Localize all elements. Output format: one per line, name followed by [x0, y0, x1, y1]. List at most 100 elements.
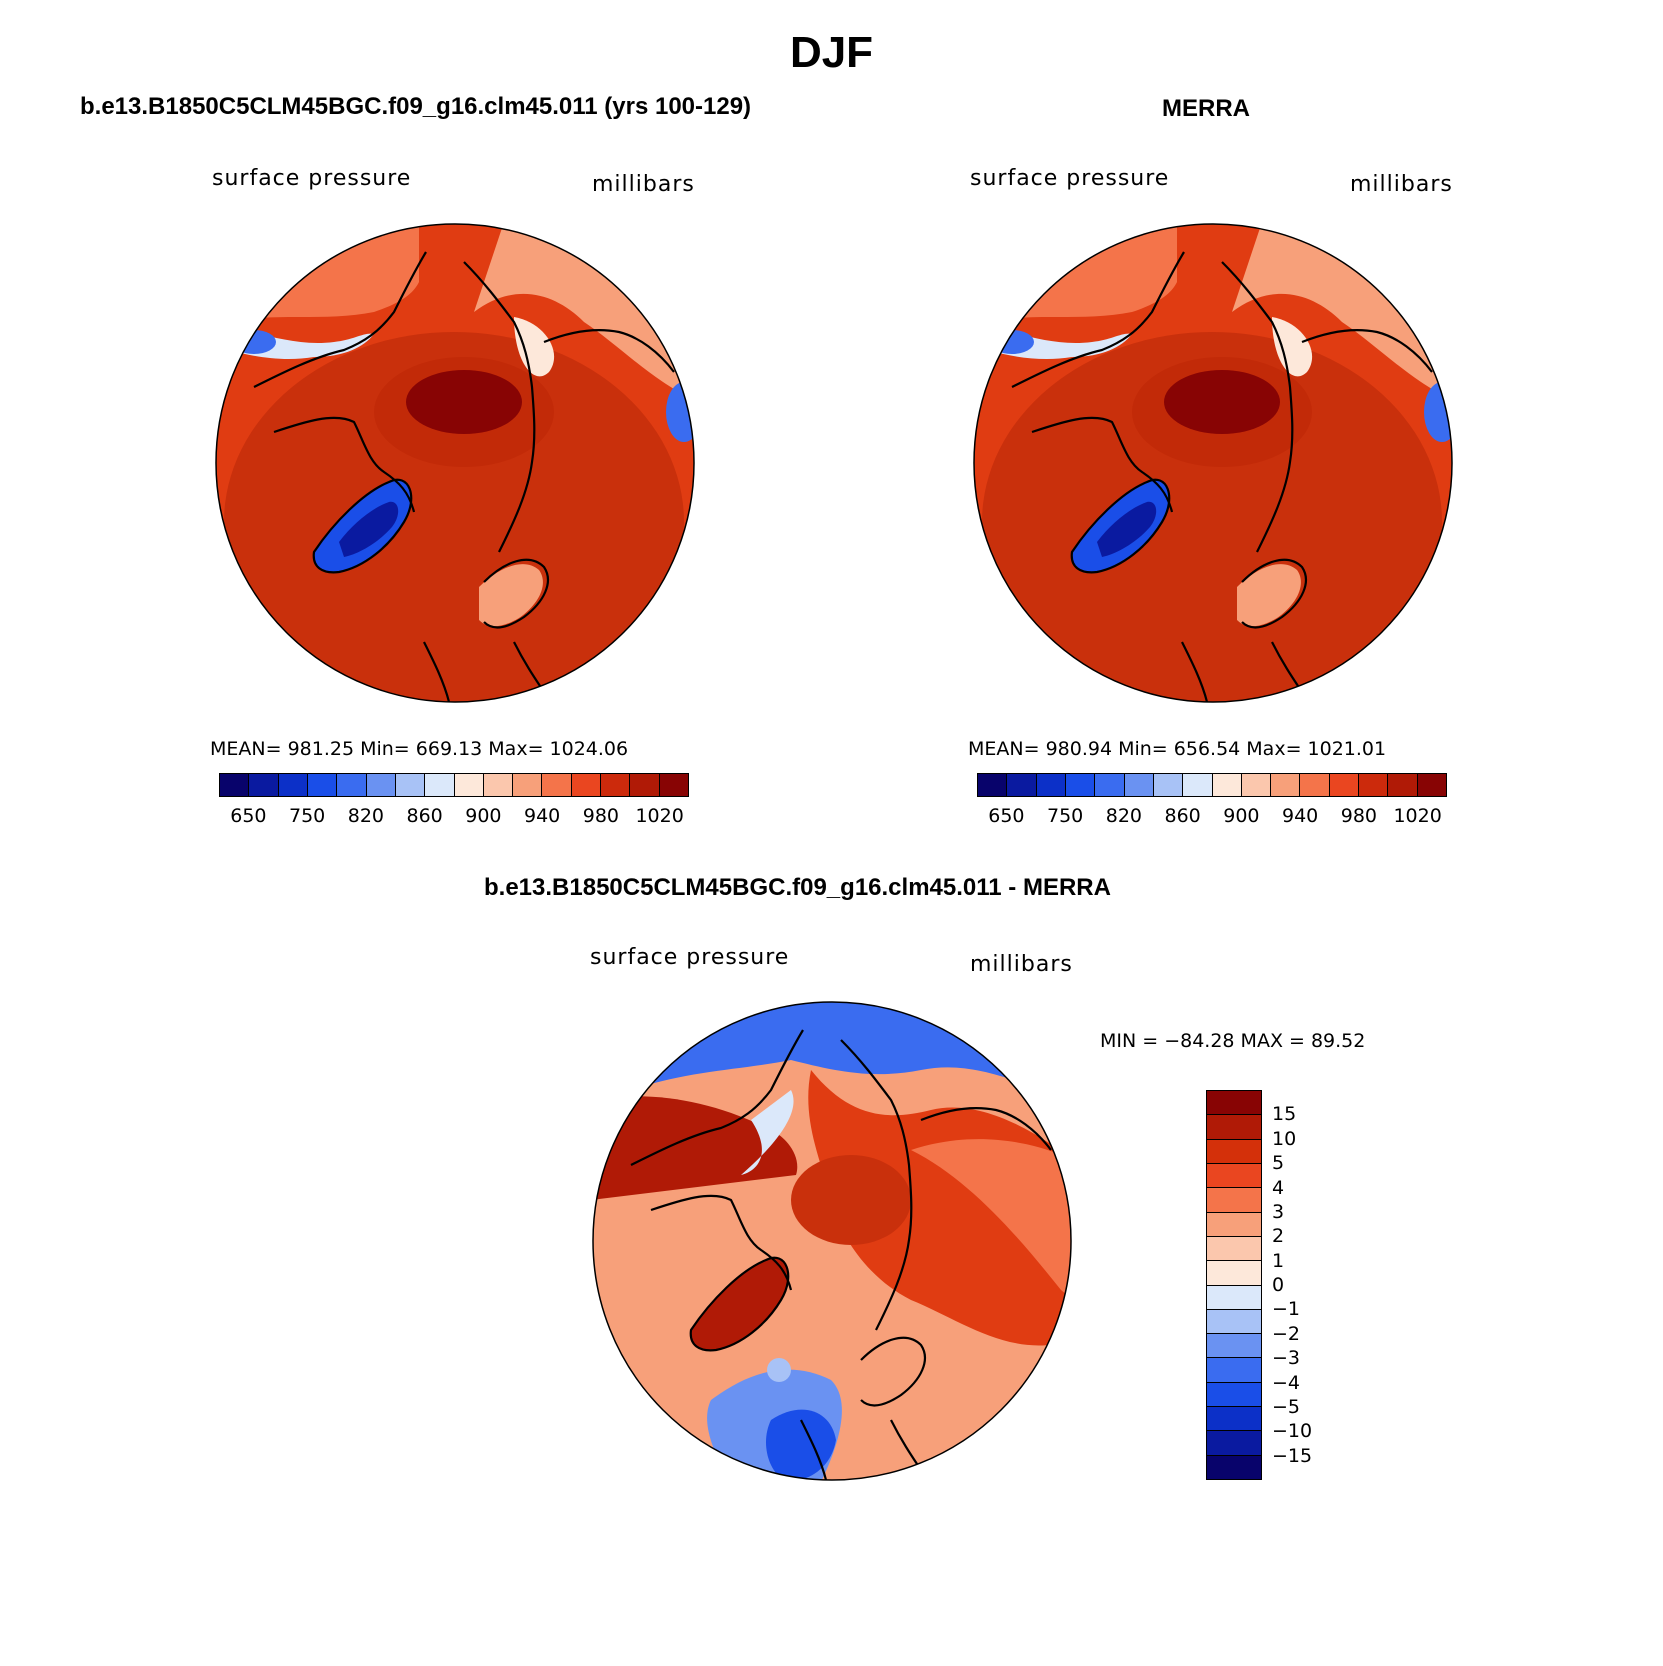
diff-panel-minmax: MIN = −84.28 MAX = 89.52 — [1100, 1030, 1366, 1052]
colorbar-tick-label: −15 — [1272, 1444, 1313, 1467]
na-low — [1424, 382, 1452, 442]
asia-field — [593, 1096, 798, 1200]
colorbar-cell — [1124, 774, 1154, 796]
colorbar-cell — [278, 774, 308, 796]
colorbar-cell — [1207, 1236, 1261, 1262]
panel-2-map — [973, 223, 1453, 703]
colorbar-cell — [513, 774, 543, 796]
coastline — [800, 1419, 828, 1480]
panel-1-colorbar — [219, 773, 689, 797]
colorbar-tick-label: 5 — [1272, 1152, 1285, 1175]
greenland-core — [1097, 501, 1157, 557]
panel-1-stats: MEAN= 981.25 Min= 669.13 Max= 1024.06 — [210, 738, 629, 760]
colorbar-cell — [1207, 1212, 1261, 1237]
map-field — [974, 224, 1452, 702]
greenland-core — [339, 501, 399, 557]
colorbar-tick-label: 1 — [1272, 1249, 1285, 1272]
coastline — [920, 1106, 1052, 1151]
rockies-field — [514, 317, 555, 377]
colorbar-cell — [249, 774, 279, 796]
colorbar-tick-label: 900 — [1223, 805, 1260, 827]
colorbar-cell — [1207, 1139, 1261, 1164]
colorbar-tick-label: 4 — [1272, 1176, 1285, 1199]
colorbar-tick-label: 0 — [1272, 1274, 1285, 1296]
map-border — [973, 223, 1453, 703]
colorbar-cell — [1271, 774, 1301, 796]
colorbar-tick-label: −10 — [1272, 1420, 1313, 1443]
rockies-field — [1272, 317, 1313, 377]
colorbar-cell — [1207, 1091, 1261, 1116]
coastline — [312, 478, 413, 574]
colorbar-cell — [1417, 774, 1446, 796]
coastline — [1241, 558, 1307, 629]
colorbar-cell — [1207, 1309, 1261, 1335]
coastline — [423, 641, 451, 702]
colorbar-tick-label: −1 — [1272, 1298, 1301, 1321]
panel-1-map — [215, 223, 695, 703]
colorbar-cell — [1207, 1261, 1261, 1286]
colorbar-cell — [1007, 774, 1037, 796]
coastline — [1181, 641, 1209, 702]
panel-2-stats: MEAN= 980.94 Min= 656.54 Max= 1021.01 — [968, 738, 1387, 760]
coastline — [860, 1336, 926, 1407]
colorbar-tick-label: 2 — [1272, 1225, 1285, 1248]
colorbar-tick-label: 750 — [1046, 805, 1084, 827]
panel-1-colorbar-ticks: 650 750 820 860 900 940 980 1020 — [219, 805, 689, 829]
colorbar-cell — [1095, 774, 1125, 796]
colorbar-cell — [395, 774, 426, 796]
colorbar-tick-label: 940 — [1281, 805, 1319, 827]
panel-2-colorbar — [977, 773, 1447, 797]
coastline — [273, 416, 416, 513]
europe-low — [766, 1409, 836, 1480]
diff-panel-map — [592, 1001, 1072, 1481]
coastline — [1301, 328, 1433, 373]
colorbar-tick-label: −4 — [1272, 1371, 1301, 1394]
ocean-field — [982, 332, 1442, 702]
colorbar-cell — [1207, 1407, 1261, 1432]
arctic-field — [808, 1070, 1071, 1346]
diff-panel-colorbar-ticks: 15 10 5 4 3 2 1 0 −1 −2 −3 −4 −5 −10 −15 — [1272, 1090, 1352, 1480]
colorbar-tick-label: −5 — [1272, 1395, 1301, 1418]
greenland-field — [690, 1257, 789, 1351]
colorbar-cell — [1207, 1455, 1261, 1479]
arctic-core — [791, 1155, 911, 1245]
diff-panel-units-label: millibars — [970, 952, 1073, 977]
map-border — [215, 223, 695, 703]
colorbar-cell — [1388, 774, 1418, 796]
colorbar-tick-label: 900 — [465, 805, 502, 827]
colorbar-cell — [571, 774, 602, 796]
colorbar-cell — [978, 774, 1008, 796]
colorbar-cell — [1207, 1334, 1261, 1359]
colorbar-tick-label: 980 — [582, 805, 620, 827]
panel-2-title: MERRA — [1162, 95, 1250, 122]
colorbar-tick-label: 750 — [288, 805, 326, 827]
diff-panel-colorbar — [1206, 1090, 1262, 1480]
colorbar-tick-label: −3 — [1272, 1347, 1301, 1370]
ocean-field — [224, 332, 684, 702]
page-title: DJF — [789, 28, 874, 77]
colorbar-cell — [630, 774, 660, 796]
colorbar-cell — [1212, 774, 1242, 796]
colorbar-tick-label: 650 — [230, 805, 267, 827]
coastline — [483, 558, 549, 629]
colorbar-cell — [1183, 774, 1213, 796]
colorbar-cell — [425, 774, 455, 796]
coastline — [253, 251, 427, 388]
colorbar-cell — [220, 774, 250, 796]
panel-2-units-label: millibars — [1350, 172, 1453, 197]
map-field — [216, 224, 694, 702]
coastline — [1070, 478, 1171, 574]
coastline — [1031, 416, 1174, 513]
colorbar-tick-label: 10 — [1272, 1127, 1297, 1150]
panel-1-title: b.e13.B1850C5CLM45BGC.f09_g16.clm45.011 … — [80, 93, 752, 120]
colorbar-cell — [1065, 774, 1096, 796]
colorbar-cell — [1241, 774, 1272, 796]
colorbar-cell — [1207, 1115, 1261, 1140]
colorbar-tick-label: 1020 — [1393, 805, 1442, 827]
iceland-field — [767, 1358, 791, 1382]
colorbar-tick-label: 860 — [406, 805, 443, 827]
panel-1-variable-label: surface pressure — [212, 166, 412, 191]
pole-field — [741, 1090, 794, 1175]
colorbar-cell — [1359, 774, 1389, 796]
coastline — [1011, 251, 1185, 388]
